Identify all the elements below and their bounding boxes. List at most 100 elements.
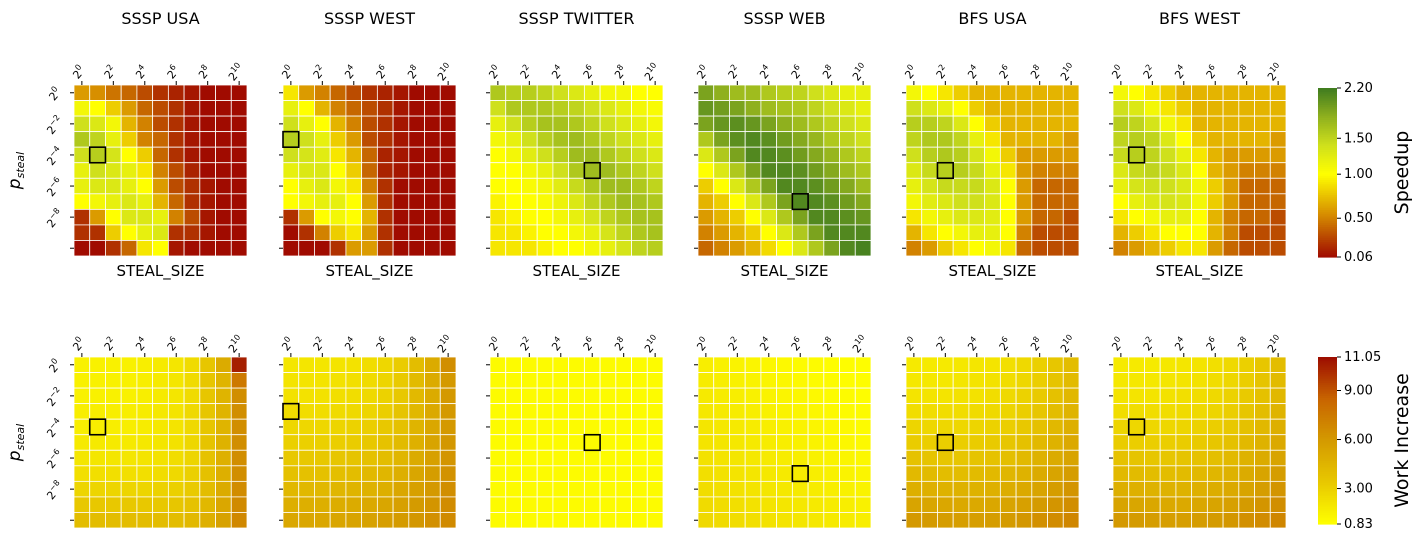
heatmap-cell — [424, 403, 441, 420]
heatmap-cell — [631, 208, 648, 226]
heatmap-cell — [73, 177, 91, 195]
heatmap-cell — [408, 240, 425, 257]
heatmap-cell — [552, 512, 570, 529]
heatmap-cell — [999, 434, 1017, 451]
heatmap-cell — [1269, 480, 1287, 498]
heatmap-cell — [807, 372, 825, 389]
heatmap-cell — [230, 115, 248, 133]
heatmap-cell — [1222, 449, 1240, 467]
heatmap-cell — [105, 418, 122, 436]
heatmap-cell — [905, 356, 923, 373]
heatmap-cell — [361, 449, 378, 467]
heatmap-cell — [791, 496, 809, 513]
heatmap-cell — [905, 480, 923, 498]
heatmap-cell — [1112, 465, 1130, 482]
heatmap-cell — [552, 372, 570, 389]
x-tick-label: 20 — [278, 335, 297, 354]
colorbar-band — [1318, 420, 1337, 423]
heatmap-cell — [968, 115, 986, 133]
heatmap-cell — [1062, 84, 1080, 101]
heatmap-cell — [199, 100, 216, 117]
heatmap-cell — [744, 356, 762, 373]
heatmap-cell — [599, 193, 617, 210]
heatmap-cell — [760, 146, 778, 164]
heatmap-cell — [1159, 146, 1177, 164]
heatmap-cell — [1159, 387, 1177, 405]
heatmap-cell — [1015, 449, 1033, 467]
heatmap-cell — [599, 372, 617, 389]
heatmap-cell — [791, 131, 809, 148]
heatmap-cell — [984, 449, 1001, 467]
heatmap-cell — [167, 240, 185, 257]
x-tick-label: 24 — [548, 63, 567, 82]
heatmap-cell — [631, 496, 648, 513]
x-tick-label: 22 — [516, 335, 535, 354]
heatmap-cell — [345, 387, 363, 405]
colorbar-band — [1318, 240, 1337, 243]
x-tick-label-exp: 4 — [1175, 335, 1185, 345]
heatmap-cell — [1112, 434, 1130, 451]
heatmap-cell — [439, 115, 457, 133]
heatmap-cell — [744, 177, 762, 195]
colorbar-band — [1318, 494, 1337, 497]
heatmap-cell — [183, 208, 201, 226]
heatmap-cell — [615, 356, 632, 373]
heatmap-cell — [1015, 177, 1033, 195]
heatmap-cell — [1206, 131, 1224, 148]
x-tick-label: 28 — [404, 63, 423, 82]
colorbar-band — [1318, 368, 1337, 371]
heatmap-cell — [392, 100, 410, 117]
heatmap-cell — [345, 146, 363, 164]
heatmap-cell — [1191, 512, 1208, 529]
heatmap-cell — [439, 356, 457, 373]
heatmap-cell — [73, 512, 91, 529]
heatmap-cell — [536, 449, 554, 467]
colorbar-band — [1318, 394, 1337, 397]
heatmap-cell — [489, 177, 507, 195]
heatmap-cell — [1144, 465, 1161, 482]
heatmap-cell — [839, 480, 856, 498]
x-tick-label-exp: 6 — [584, 335, 594, 345]
y-tick-label: 2−4 — [43, 144, 67, 168]
colorbar-band — [1318, 377, 1337, 380]
heatmap-cell — [1191, 84, 1208, 101]
heatmap-cell — [329, 434, 347, 451]
x-tick-label: 22 — [309, 335, 328, 354]
heatmap-cell — [1191, 100, 1208, 117]
heatmap-cell — [408, 193, 425, 210]
heatmap-cell — [744, 240, 762, 257]
heatmap-cell — [361, 403, 378, 420]
heatmap-cell — [599, 356, 617, 373]
heatmap-cell — [1159, 449, 1177, 467]
heatmap-cell — [89, 100, 106, 117]
heatmap-cell — [439, 240, 457, 257]
heatmap-cell — [713, 418, 730, 436]
heatmap-cell — [615, 208, 632, 226]
heatmap-cell — [199, 418, 216, 436]
colorbar-band — [1318, 434, 1337, 438]
heatmap-cell — [744, 418, 762, 436]
heatmap-cell — [489, 496, 507, 513]
heatmap-cell — [631, 162, 648, 179]
heatmap-cell — [1191, 480, 1208, 498]
heatmap-cell — [89, 84, 106, 101]
heatmap-cell — [1031, 177, 1048, 195]
heatmap-cell — [183, 146, 201, 164]
x-tick-label: 20 — [485, 63, 504, 82]
colorbar-band — [1318, 232, 1337, 236]
heatmap-cell — [791, 387, 809, 405]
heatmap-cell — [984, 480, 1001, 498]
colorbar-band — [1318, 453, 1337, 456]
heatmap-cell — [215, 434, 232, 451]
heatmap-cell — [1144, 208, 1161, 226]
colorbar-band — [1318, 438, 1337, 442]
colorbar-band — [1318, 127, 1337, 130]
heatmap-cell — [968, 387, 986, 405]
heatmap-cell — [854, 84, 872, 101]
heatmap-cell — [599, 115, 617, 133]
heatmap-cell — [392, 465, 410, 482]
colorbar-band — [1318, 134, 1337, 138]
colorbar-tick-label: 1.50 — [1344, 131, 1373, 146]
heatmap-cell — [615, 403, 632, 420]
heatmap-cell — [230, 449, 248, 467]
